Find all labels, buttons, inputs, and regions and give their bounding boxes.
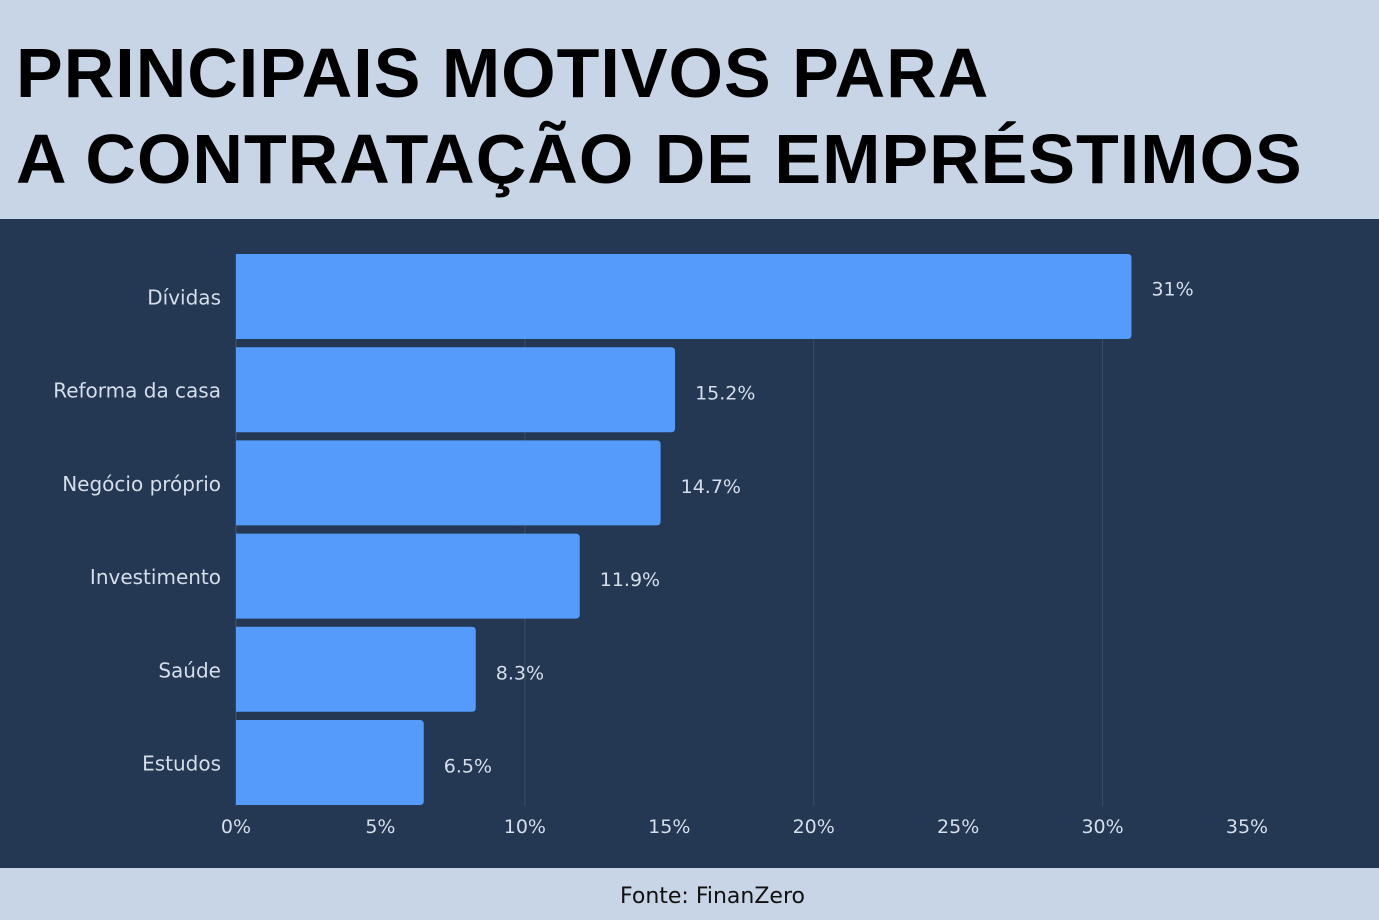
x-tick-label: 35% (1226, 816, 1268, 838)
value-label: 11.9% (600, 569, 660, 591)
category-label: Investimento (90, 565, 221, 589)
bar (236, 440, 661, 526)
value-label: 31% (1151, 279, 1193, 301)
category-label: Reforma da casa (53, 379, 221, 403)
category-label: Dívidas (147, 286, 221, 310)
category-label: Saúde (158, 658, 221, 682)
bar (236, 720, 424, 805)
bar (236, 533, 580, 619)
category-label: Estudos (142, 752, 221, 776)
bar (236, 626, 476, 712)
x-tick-label: 10% (504, 816, 546, 838)
title-line-2: A CONTRATAÇÃO DE EMPRÉSTIMOS (16, 120, 1303, 198)
x-tick-label: 15% (648, 816, 690, 838)
title-line-1: PRINCIPAIS MOTIVOS PARA (16, 34, 990, 112)
x-tick-label: 30% (1081, 816, 1123, 838)
x-tick-label: 25% (937, 816, 979, 838)
source-note: Fonte: FinanZero (619, 884, 805, 909)
value-label: 6.5% (444, 756, 492, 778)
x-tick-label: 20% (793, 816, 835, 838)
x-tick-label: 0% (221, 816, 251, 838)
value-label: 8.3% (496, 662, 544, 684)
chart-title: PRINCIPAIS MOTIVOS PARA A CONTRATAÇÃO DE… (16, 30, 1303, 202)
category-label: Negócio próprio (62, 472, 221, 496)
value-label: 15.2% (695, 383, 755, 405)
bar (236, 254, 1132, 339)
x-tick-label: 5% (365, 816, 395, 838)
value-label: 14.7% (681, 476, 741, 498)
bar (236, 347, 676, 433)
